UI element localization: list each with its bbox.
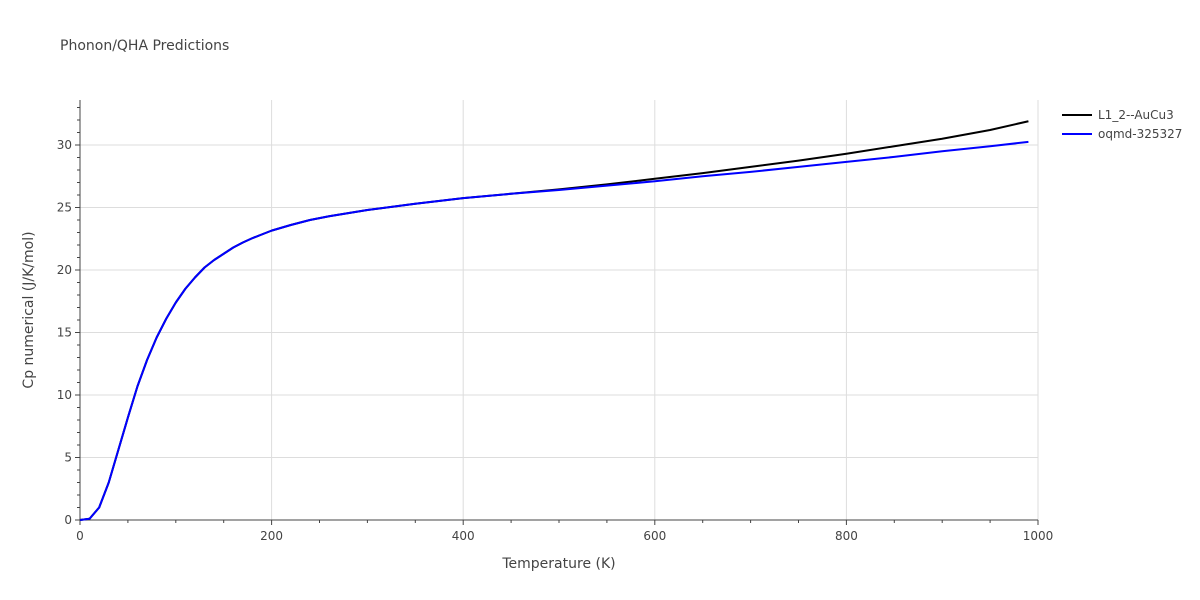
y-tick-label: 30 bbox=[57, 138, 72, 152]
tick-labels: 0 200 400 600 800 1000 0 5 10 15 20 25 30 bbox=[57, 138, 1054, 543]
x-axis-label: Temperature (K) bbox=[501, 556, 615, 572]
x-tick-label: 1000 bbox=[1023, 529, 1054, 543]
x-tick-label: 600 bbox=[643, 529, 666, 543]
y-tick-label: 10 bbox=[57, 388, 72, 402]
legend-label: L1_2--AuCu3 bbox=[1098, 108, 1174, 122]
y-axis-label: Cp numerical (J/K/mol) bbox=[21, 231, 37, 388]
y-tick-label: 25 bbox=[57, 201, 72, 215]
y-tick-label: 20 bbox=[57, 263, 72, 277]
series-lines bbox=[79, 120, 1029, 521]
legend-item-2[interactable]: oqmd-325327 bbox=[1062, 127, 1182, 141]
x-tick-label: 400 bbox=[452, 529, 475, 543]
x-tick-label: 0 bbox=[76, 529, 84, 543]
y-tick-label: 0 bbox=[64, 513, 72, 527]
x-tick-label: 200 bbox=[260, 529, 283, 543]
legend-label: oqmd-325327 bbox=[1098, 127, 1182, 141]
legend[interactable]: L1_2--AuCu3 oqmd-325327 bbox=[1062, 108, 1182, 141]
legend-item-1[interactable]: L1_2--AuCu3 bbox=[1062, 108, 1174, 122]
series-line-2 bbox=[79, 140, 1029, 521]
grid bbox=[80, 100, 1039, 520]
axes bbox=[75, 100, 1039, 525]
x-tick-label: 800 bbox=[835, 529, 858, 543]
chart-title: Phonon/QHA Predictions bbox=[60, 38, 229, 54]
y-tick-label: 15 bbox=[57, 326, 72, 340]
y-tick-label: 5 bbox=[64, 451, 72, 465]
